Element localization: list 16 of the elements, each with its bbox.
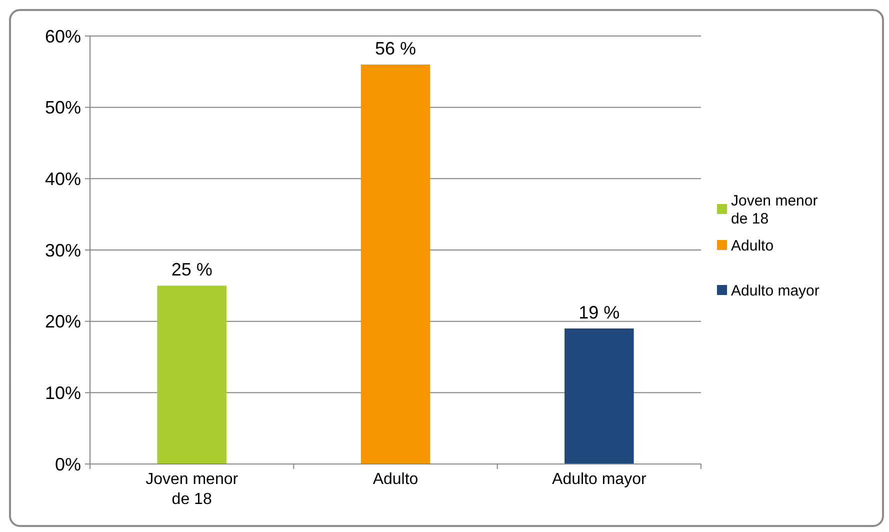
y-tick-label: 50%	[44, 98, 81, 118]
y-tick-label: 30%	[44, 240, 81, 260]
legend-label: Adulto mayor	[731, 282, 820, 300]
x-tick-label: Adulto	[372, 471, 418, 488]
data-label: 56 %	[374, 38, 416, 59]
y-tick-label: 60%	[44, 26, 81, 46]
x-tick-label: Adulto mayor	[552, 471, 647, 488]
data-label: 19 %	[578, 302, 620, 322]
x-tick-label: Joven menor de 18	[146, 471, 239, 508]
y-tick-label: 20%	[44, 312, 81, 332]
y-tick-label: 10%	[44, 382, 81, 403]
y-tick-label: 40%	[44, 168, 81, 189]
legend-label: Joven menor de 18	[731, 192, 818, 228]
y-tick-label: 0%	[54, 454, 81, 474]
legend-label: Adulto	[731, 237, 774, 254]
data-label: 25 %	[171, 260, 212, 280]
